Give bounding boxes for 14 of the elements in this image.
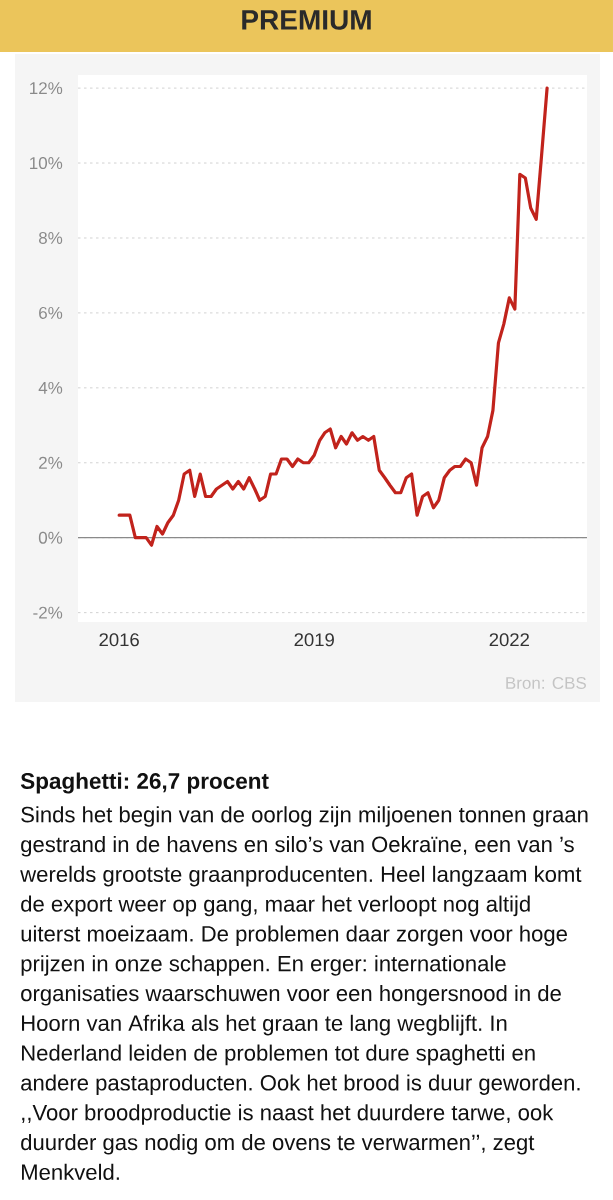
x-tick-label: 2022 xyxy=(489,633,529,647)
y-tick-label: 6% xyxy=(39,306,63,319)
text: Sinds het begin van de oorlog zijn miljoenen tonnen graan gestrand in de havens en silo’s van Oekraïne, een van ’s werelds grootste graanproducenten. Heel langzaam komt de export weer op gang, maar het verloopt nog altijd uiterst moeizaam. De problemen daar zorgen voor hoge prijzen in onze schappen. En erger: internationale organisaties waarschuwen voor een hongersnood in de Hoorn van Afrika als het graan te lang wegblijft. In Nederland leiden de problemen tot dure spaghetti en andere pastaproducten. Ook het brood is duur geworden. ,,Voor broodproductie is naast het duurdere tarwe, ook duurder gas nodig om de ovens te verwarmen’’, zegt Menkveld. xyxy=(20,806,588,1181)
y-tick-label: -2% xyxy=(33,606,63,619)
x-tick-label: 2019 xyxy=(294,633,334,647)
x-tick-label: 2016 xyxy=(99,633,139,647)
y-tick-label: 8% xyxy=(38,231,63,244)
y-tick-label: 12% xyxy=(30,82,63,95)
y-tick-label: 10% xyxy=(30,157,63,170)
text: Spaghetti: 26,7 procent xyxy=(20,772,269,794)
y-tick-label: 2% xyxy=(39,456,63,469)
y-tick-label: 4% xyxy=(38,381,63,394)
y-tick-label: 0% xyxy=(38,531,63,544)
text: PREMIUM xyxy=(242,10,371,30)
